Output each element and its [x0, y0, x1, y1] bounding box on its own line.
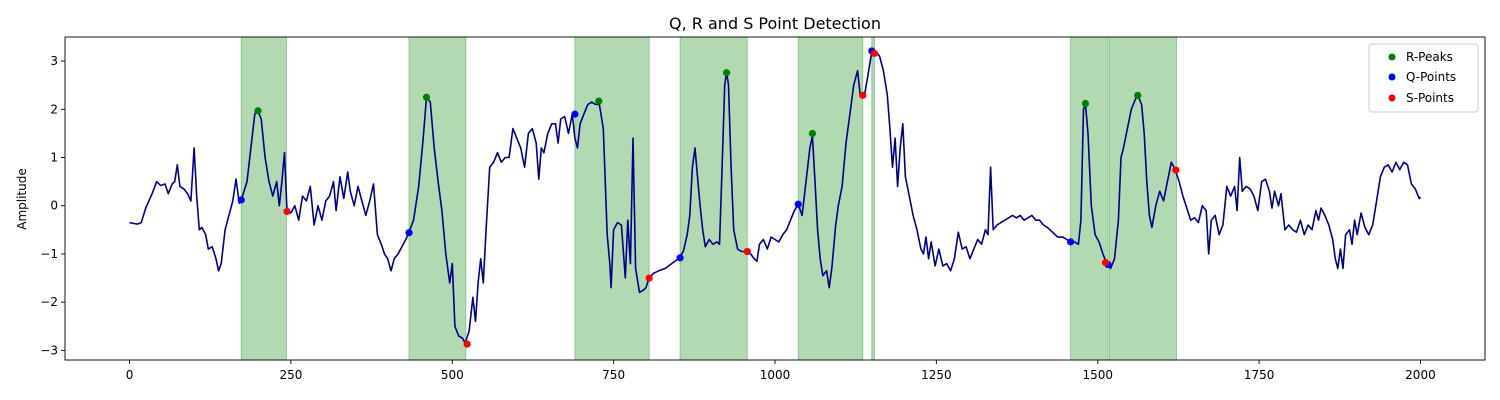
qrs-region-3 [574, 36, 650, 361]
y-tick-label: −3 [40, 343, 58, 357]
x-tick-label: 1500 [1082, 368, 1113, 382]
y-tick-label: 0 [50, 199, 58, 213]
qrs-region-5 [797, 36, 864, 361]
s-point-marker [645, 274, 653, 282]
q-point-marker [1067, 238, 1075, 246]
y-axis-label: Amplitude [15, 168, 29, 230]
legend: R-Peaks Q-Points S-Points [1368, 43, 1479, 113]
qrs-region-2 [408, 36, 467, 361]
q-point-marker [237, 196, 245, 204]
y-tick-label: 1 [50, 151, 58, 165]
r-point-marker [808, 129, 817, 138]
s-point-marker [283, 207, 291, 216]
x-tick-label: 2000 [1405, 368, 1436, 382]
legend-marker-q-points [1388, 73, 1396, 81]
markers-layer [237, 47, 1180, 348]
y-tick-label: 3 [50, 54, 58, 68]
y-tick-label: −1 [40, 247, 58, 261]
s-point-marker [1101, 259, 1110, 267]
q-point-marker [405, 229, 413, 237]
r-point-marker [422, 93, 431, 101]
y-tick-label: −2 [40, 295, 58, 309]
s-point-marker [859, 91, 867, 99]
r-point-marker [595, 97, 603, 105]
legend-box [1368, 43, 1479, 113]
y-tick-label: 2 [50, 102, 58, 116]
r-point-marker [1134, 91, 1142, 99]
legend-marker-r-peaks [1388, 53, 1396, 61]
x-tick-label: 750 [602, 368, 625, 382]
r-point-marker [1081, 99, 1090, 108]
legend-label-r-peaks: R-Peaks [1406, 50, 1453, 64]
plot-area [64, 36, 1486, 361]
s-point-marker [463, 340, 471, 348]
legend-label-q-points: Q-Points [1406, 70, 1456, 84]
x-tick-label: 1750 [1244, 368, 1275, 382]
s-point-marker [743, 247, 751, 256]
r-point-marker [254, 107, 262, 115]
x-tick-label: 1000 [760, 368, 791, 382]
r-point-marker [722, 69, 731, 77]
q-point-marker [676, 254, 684, 262]
s-point-marker [870, 49, 879, 57]
q-point-marker [571, 110, 579, 118]
legend-label-s-points: S-Points [1406, 91, 1454, 105]
q-point-marker [794, 200, 802, 208]
y-axis: −3 −2 −1 0 1 2 3 [40, 54, 65, 357]
x-tick-label: 250 [279, 368, 302, 382]
qrs-region-8 [1108, 36, 1177, 361]
x-axis: 0 250 500 750 1000 1250 1500 1750 2000 [126, 360, 1436, 382]
qrs-region-6 [871, 36, 875, 361]
chart-title: Q, R and S Point Detection [669, 14, 881, 33]
x-tick-label: 500 [441, 368, 464, 382]
signal-line [129, 50, 1422, 344]
s-point-marker [1172, 166, 1180, 174]
legend-marker-s-points [1388, 94, 1396, 102]
x-tick-label: 0 [126, 368, 134, 382]
x-tick-label: 1250 [921, 368, 952, 382]
qrs-region-7 [1070, 36, 1109, 361]
